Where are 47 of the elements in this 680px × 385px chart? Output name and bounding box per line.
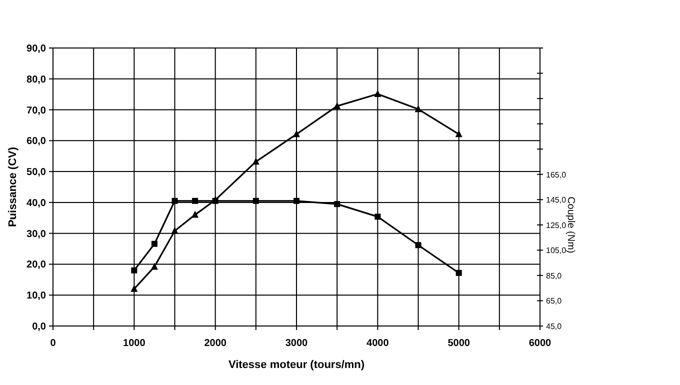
- point: [130, 284, 138, 292]
- x-tick-label: 6000: [528, 338, 552, 349]
- y-tick-label: 90,0: [26, 44, 46, 54]
- y-tick-label: 0,0: [32, 322, 46, 332]
- y-tick-label: 30,0: [26, 228, 46, 240]
- y2-tick-label: 85,0: [546, 271, 562, 280]
- y2-tick-label: 125,0: [546, 220, 567, 230]
- y2-tick-label: 145,0: [546, 196, 567, 205]
- point: [334, 102, 341, 110]
- point: [374, 90, 382, 98]
- y2-tick-label: 105,0: [546, 246, 567, 256]
- y-tick-label: 40,0: [26, 198, 46, 209]
- y2-tick-label: 65,0: [546, 296, 562, 306]
- point: [171, 226, 178, 234]
- y-tick-label: 10,0: [26, 290, 46, 302]
- point: [415, 242, 422, 248]
- point: [414, 105, 422, 112]
- point: [374, 214, 381, 220]
- x-tick-label: 3000: [285, 338, 308, 349]
- y2-axis-title: Couple (Nm): [565, 196, 576, 254]
- y-tick-label: 20,0: [26, 260, 46, 271]
- x-tick-label: 2000: [204, 338, 227, 349]
- point: [192, 210, 199, 218]
- y2-tick-label: 45,0: [546, 322, 562, 331]
- point: [252, 198, 259, 204]
- y-tick-label: 60,0: [26, 136, 46, 148]
- point: [294, 198, 300, 204]
- x-tick-label: 0: [50, 338, 56, 349]
- y-tick-label: 50,0: [26, 167, 46, 178]
- point: [334, 201, 340, 208]
- x-tick-label: 4000: [366, 338, 390, 349]
- x-tick-label: 1000: [123, 338, 146, 349]
- y-axis-title: Puissance (CV): [7, 146, 19, 228]
- point: [252, 158, 260, 165]
- point: [131, 267, 138, 274]
- point: [456, 270, 462, 276]
- point: [172, 198, 178, 204]
- y-tick-label: 80,0: [26, 74, 46, 86]
- point: [192, 198, 198, 204]
- point: [293, 130, 300, 138]
- point: [150, 262, 158, 270]
- y-tick-label: 70,0: [26, 105, 46, 116]
- y2-tick-label: 165,0: [546, 170, 567, 180]
- x-tick-label: 5000: [448, 338, 470, 349]
- point: [455, 130, 462, 138]
- x-axis-title: Vitesse moteur (tours/mn): [228, 359, 365, 371]
- point: [151, 240, 158, 247]
